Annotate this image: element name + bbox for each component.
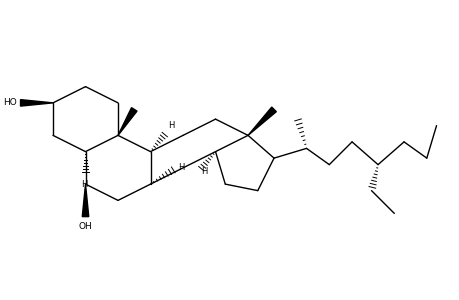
Polygon shape xyxy=(21,100,53,106)
Text: HO: HO xyxy=(4,98,17,107)
Polygon shape xyxy=(247,107,276,135)
Text: OH: OH xyxy=(78,223,92,232)
Polygon shape xyxy=(82,184,89,217)
Text: H: H xyxy=(201,167,207,176)
Text: H: H xyxy=(168,122,174,130)
Text: H: H xyxy=(80,180,87,189)
Polygon shape xyxy=(118,108,137,135)
Text: H: H xyxy=(178,164,184,172)
